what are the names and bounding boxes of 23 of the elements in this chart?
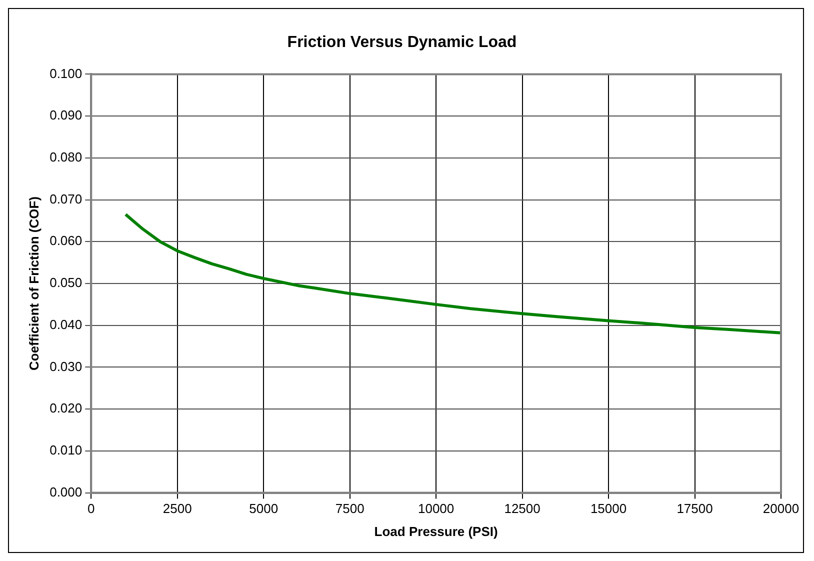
y-tick-label: 0.040 xyxy=(50,316,82,332)
y-tick-label: 0.070 xyxy=(50,191,82,206)
x-tick-label: 2500 xyxy=(162,501,192,516)
x-tick-label: 10000 xyxy=(418,501,454,516)
y-tick-label: 0.050 xyxy=(50,275,82,290)
x-tick-label: 15000 xyxy=(590,501,627,516)
x-tick-label: 7500 xyxy=(335,501,364,516)
y-tick-label: 0.100 xyxy=(50,66,82,81)
x-tick-label: 5000 xyxy=(249,501,278,516)
y-tick-label: 0.010 xyxy=(50,442,82,458)
chart-title: Friction Versus Dynamic Load xyxy=(287,34,517,52)
x-tick-label: 0 xyxy=(88,501,95,516)
x-tick-label: 20000 xyxy=(762,501,800,516)
y-tick-label: 0.080 xyxy=(50,150,82,164)
y-axis-title: Coefficient of Friction (COF) xyxy=(26,196,42,371)
x-tick-label: 17500 xyxy=(676,501,713,516)
y-tick-label: 0.060 xyxy=(50,233,82,248)
x-tick-label: 12500 xyxy=(504,501,540,516)
y-tick-label: 0.020 xyxy=(50,400,82,416)
y-tick-label: 0.090 xyxy=(50,108,82,123)
y-tick-label: 0.000 xyxy=(50,484,82,500)
x-axis-title: Load Pressure (PSI) xyxy=(374,524,498,539)
y-tick-label: 0.030 xyxy=(50,358,82,374)
